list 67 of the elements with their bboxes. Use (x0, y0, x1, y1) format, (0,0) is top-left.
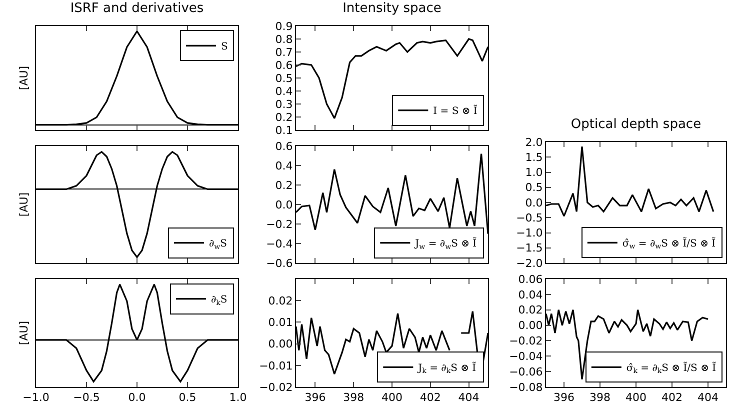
y-tick-label: 0.0 (525, 196, 543, 210)
x-tick-label: 400 (626, 391, 646, 404)
y-tick-label: 0.00 (268, 338, 293, 351)
y-tick-label: 0.2 (275, 178, 293, 192)
legend-label: ∂$_{k}$S (210, 294, 228, 307)
y-tick-label: 0.8 (275, 32, 293, 46)
y-tick-label: 0.2 (275, 110, 293, 124)
x-tick-label: 0.0 (128, 391, 146, 404)
y-tick-label: −0.08 (509, 380, 543, 394)
y-tick-label: 0.6 (275, 58, 293, 72)
y-tick-label: −0.5 (516, 211, 543, 224)
chart-title: ISRF and derivatives (70, 1, 204, 16)
y-tick-label: −0.6 (266, 256, 293, 270)
x-tick-label: −0.5 (73, 391, 100, 404)
legend-label: J$_{k}$ = ∂$_{k}$S ⊗ Ĩ (417, 361, 476, 376)
x-tick-label: 400 (382, 391, 402, 404)
y-tick-label: −0.06 (509, 365, 543, 378)
y-tick-label: 0.4 (275, 159, 293, 172)
y-tick-label: 0.4 (275, 84, 293, 98)
x-tick-label: 0.5 (178, 391, 196, 404)
legend-label: σ̂$_{w}$ = ∂$_{w}$S ⊗ Ĩ/S ⊗ Ĩ (622, 236, 716, 251)
x-tick-label: 404 (698, 391, 718, 404)
y-tick-label: −2.0 (516, 256, 543, 270)
y-tick-label: −0.04 (509, 350, 543, 363)
y-tick-label: 0.00 (518, 319, 543, 332)
y-tick-label: 0.01 (268, 316, 293, 330)
y-tick-label: −1.5 (516, 242, 543, 255)
y-tick-label: −0.01 (259, 359, 293, 372)
y-axis-title: [AU] (18, 320, 31, 346)
y-tick-label: 0.5 (525, 181, 543, 194)
y-tick-label: −0.4 (266, 237, 293, 250)
x-tick-label: 396 (554, 391, 574, 404)
y-axis-title: [AU] (18, 66, 31, 90)
legend-label: ∂$_{w}$S (208, 238, 228, 251)
y-tick-label: 1.0 (525, 166, 543, 180)
y-tick-label: 1.5 (525, 150, 543, 164)
x-tick-label: 398 (590, 391, 610, 404)
y-tick-label: −0.02 (509, 334, 543, 348)
y-tick-label: 0.02 (518, 304, 543, 317)
y-tick-label: −0.2 (266, 218, 293, 231)
y-axis-title: [AU] (18, 192, 31, 217)
y-tick-label: 0.6 (275, 140, 293, 153)
x-tick-label: 398 (343, 391, 364, 404)
y-tick-label: 0.7 (275, 46, 293, 59)
y-tick-label: −1.0 (516, 226, 543, 240)
y-tick-label: 0.9 (275, 20, 293, 33)
y-tick-label: 0.04 (518, 288, 543, 302)
legend-label: σ̂$_{k}$ = ∂$_{k}$S ⊗ Ĩ/S ⊗ Ĩ (626, 361, 716, 376)
x-tick-label: 402 (420, 391, 441, 404)
x-tick-label: −1.0 (22, 391, 50, 404)
y-tick-label: 0.1 (275, 124, 293, 137)
x-tick-label: 404 (458, 391, 480, 404)
chart-title: Intensity space (342, 1, 442, 16)
legend-label: I = S ⊗ Ĩ (433, 104, 478, 118)
y-tick-label: 0.0 (275, 198, 293, 212)
y-tick-label: 0.3 (275, 98, 293, 111)
legend-label: S (220, 42, 228, 53)
x-tick-label: 396 (304, 391, 326, 404)
y-tick-label: 0.06 (518, 272, 543, 286)
x-tick-label: 402 (662, 391, 682, 404)
y-tick-label: 2.0 (525, 136, 543, 149)
y-tick-label: 0.02 (268, 294, 293, 308)
y-tick-label: 0.5 (275, 72, 293, 85)
y-tick-label: −0.02 (259, 380, 293, 394)
legend-label: J$_{w}$ = ∂$_{w}$S ⊗ Ĩ (414, 236, 477, 251)
chart-title: Optical depth space (570, 117, 702, 132)
x-tick-label: 1.0 (229, 391, 247, 404)
